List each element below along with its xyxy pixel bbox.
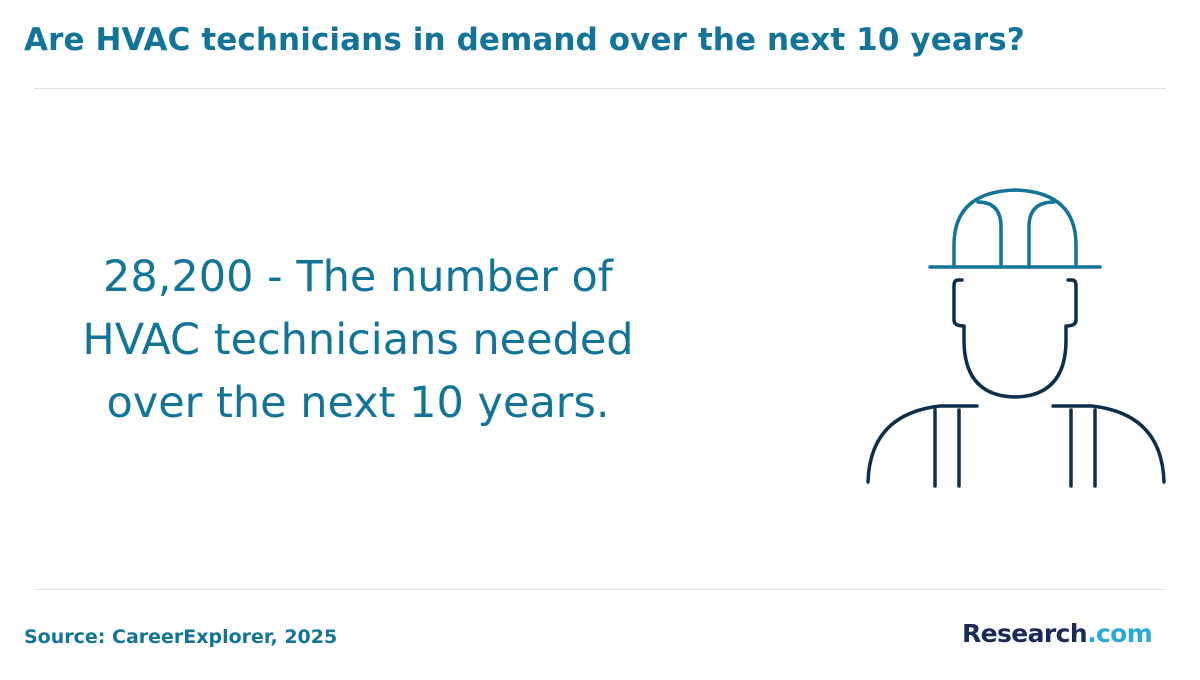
construction-worker-hard-hat-icon [866,188,1166,488]
logo-name: Research [962,619,1088,648]
hard-hat-icon [928,188,1102,269]
logo-tld: .com [1087,619,1153,648]
research-com-logo[interactable]: Research.com [962,619,1153,648]
worker-body-icon [866,278,1166,488]
bottom-divider [34,589,1166,590]
top-divider [34,88,1166,89]
page-title: Are HVAC technicians in demand over the … [24,22,1025,58]
source-citation: Source: CareerExplorer, 2025 [24,626,338,648]
statistic-statement: 28,200 - The number of HVAC technicians … [82,252,634,428]
